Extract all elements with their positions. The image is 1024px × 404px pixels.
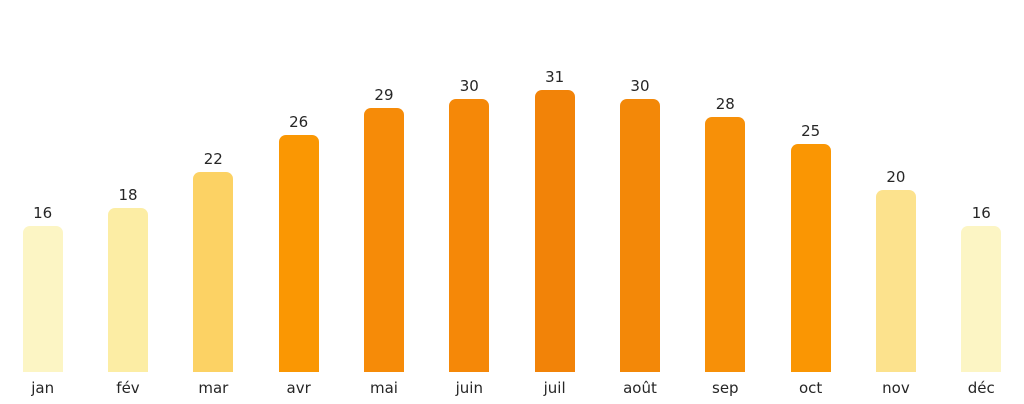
bar-value-label: 28 xyxy=(715,95,735,113)
bar xyxy=(193,172,234,372)
bar xyxy=(278,135,319,372)
x-tick-label: nov xyxy=(882,379,910,397)
bar xyxy=(107,208,148,372)
bar-column: 31 juil xyxy=(512,0,597,404)
bar-value-label: 30 xyxy=(459,77,479,95)
bar-value-label: 30 xyxy=(630,77,650,95)
bar-column: 22 mar xyxy=(171,0,256,404)
x-tick-label: oct xyxy=(798,379,823,397)
bar xyxy=(534,90,575,372)
bar xyxy=(619,99,660,372)
bar-value-label: 16 xyxy=(971,204,991,222)
x-tick-label: mar xyxy=(198,379,229,397)
bar-column: 20 nov xyxy=(853,0,938,404)
bar-column: 28 sep xyxy=(683,0,768,404)
bar-value-label: 26 xyxy=(289,113,309,131)
bar-value-label: 25 xyxy=(801,122,821,140)
x-tick-label: sep xyxy=(712,379,739,397)
bar-column: 30 août xyxy=(597,0,682,404)
x-tick-label: jan xyxy=(31,379,55,397)
x-tick-label: déc xyxy=(967,379,995,397)
x-tick-label: août xyxy=(623,379,657,397)
x-tick-label: juil xyxy=(543,379,566,397)
x-tick-label: avr xyxy=(286,379,311,397)
bar-column: 16 jan xyxy=(0,0,85,404)
bar xyxy=(22,226,63,372)
bar-column: 18 fév xyxy=(85,0,170,404)
x-tick-label: juin xyxy=(455,379,483,397)
bar xyxy=(449,99,490,372)
bar xyxy=(790,144,831,372)
bar xyxy=(705,117,746,372)
x-tick-label: fév xyxy=(116,379,140,397)
bar-column: 26 avr xyxy=(256,0,341,404)
bar-column: 29 mai xyxy=(341,0,426,404)
bar-value-label: 20 xyxy=(886,168,906,186)
bar-value-label: 29 xyxy=(374,86,394,104)
bar xyxy=(875,190,916,372)
bar-value-label: 31 xyxy=(545,68,565,86)
bar xyxy=(961,226,1002,372)
bar-value-label: 22 xyxy=(203,150,223,168)
bar-column: 25 oct xyxy=(768,0,853,404)
bar-column: 16 déc xyxy=(939,0,1024,404)
bar-column: 30 juin xyxy=(427,0,512,404)
x-tick-label: mai xyxy=(369,379,398,397)
bar xyxy=(363,108,404,372)
bar-value-label: 16 xyxy=(33,204,53,222)
bar-value-label: 18 xyxy=(118,186,138,204)
